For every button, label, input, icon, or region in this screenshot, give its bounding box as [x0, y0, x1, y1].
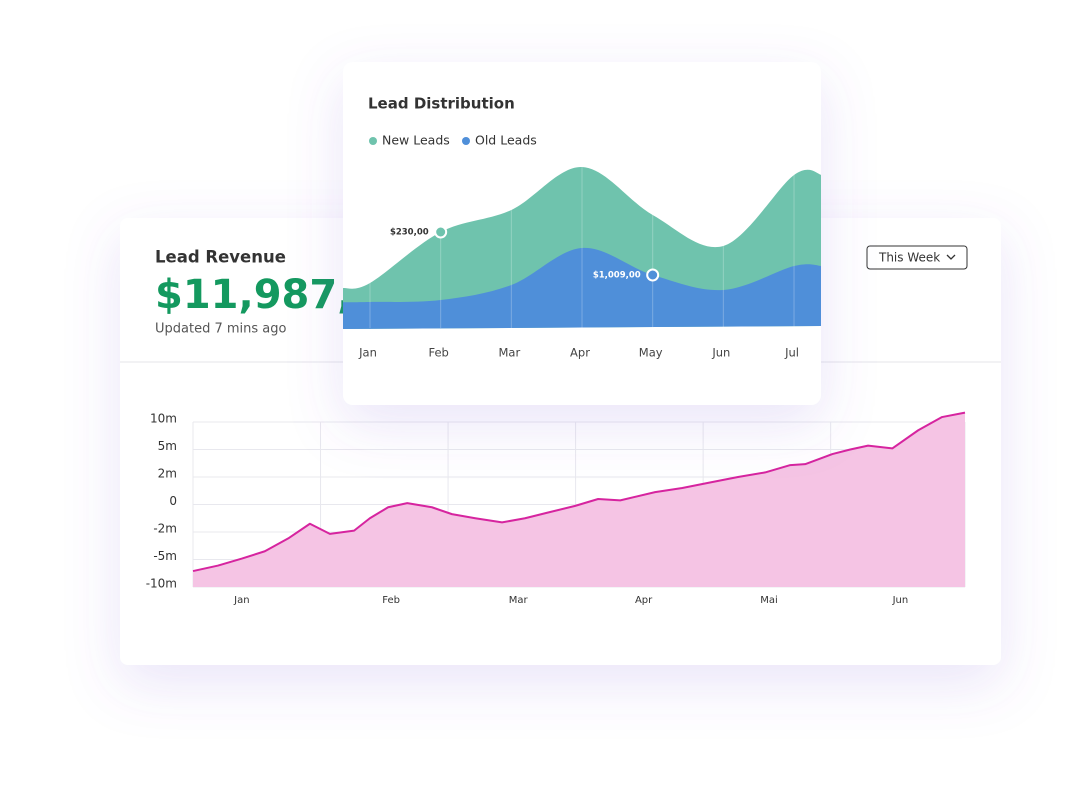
x-tick-label: Feb — [428, 346, 448, 360]
dropdown-label[interactable]: This Week — [878, 251, 940, 265]
chevron — [946, 254, 956, 260]
x-tick-label: Jan — [358, 346, 377, 360]
x-tick-label: Jan — [233, 595, 249, 606]
area — [343, 247, 821, 329]
y-tick-label: -2m — [153, 522, 177, 536]
lead-distribution-card: Lead Distribution Jan Feb Mar Apr May Jun Jul $… — [343, 62, 821, 405]
x-tick-label: Jun — [892, 595, 909, 606]
x-tick-label: Mai — [760, 595, 778, 606]
legend-label: Old Leads — [475, 133, 537, 148]
y-tick-label: 10m — [150, 412, 177, 426]
x-tick-label: Feb — [382, 595, 400, 606]
x-tick-label: Jun — [711, 346, 730, 360]
area-chart: Jan Feb Mar Apr May Jun Jul $230,00 $1,009,00 — [343, 165, 821, 360]
chart-title: Lead Distribution — [368, 95, 515, 113]
card-title: Lead Revenue — [155, 248, 286, 267]
dropdown-box[interactable] — [866, 245, 968, 270]
x-tick-label: May — [639, 346, 663, 360]
annotation: $230,00 — [390, 228, 429, 238]
x-tick-label: Jul — [784, 346, 799, 360]
x-tick-label: Apr — [635, 595, 653, 606]
x-tick-label: Mar — [509, 595, 529, 606]
legend-swatch — [462, 137, 470, 145]
highlight-point — [434, 225, 448, 239]
y-tick-label: 0 — [169, 494, 177, 508]
line — [192, 411, 966, 573]
area-fill — [193, 412, 965, 587]
legend-swatch — [369, 137, 377, 145]
highlight-point — [646, 268, 660, 282]
period-dropdown[interactable]: This Week — [866, 245, 968, 270]
x-tick-label: Mar — [498, 346, 520, 360]
annotation: $1,009,00 — [593, 271, 641, 281]
x-tick-label: Apr — [570, 346, 590, 360]
y-tick-label: -5m — [153, 549, 177, 563]
y-tick-label: -10m — [146, 577, 177, 591]
revenue-chart: 10m 5m 2m 0 -2m -5m -10m Jan Feb Mar Apr Mai Jun — [146, 411, 966, 606]
legend-label: New Leads — [382, 133, 450, 148]
y-tick-label: 5m — [158, 439, 177, 453]
y-tick-label: 2m — [158, 467, 177, 481]
updated-note: Updated 7 mins ago — [155, 322, 287, 337]
